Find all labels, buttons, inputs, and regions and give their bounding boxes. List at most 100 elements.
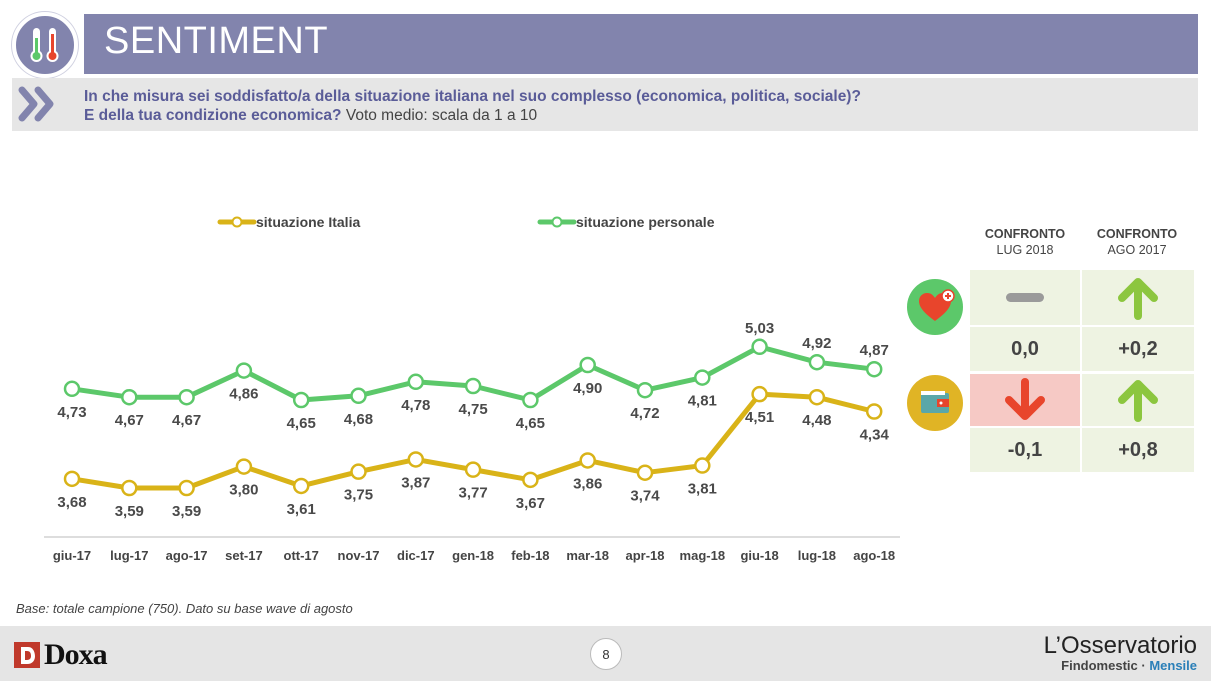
- data-label: 3,77: [458, 485, 487, 502]
- x-tick-label: mar-18: [566, 548, 609, 563]
- compare-lug-italy-value: -0,1: [970, 428, 1080, 472]
- data-label: 4,81: [688, 393, 717, 410]
- data-point: [464, 461, 482, 478]
- data-label: 3,81: [688, 481, 717, 498]
- compare-header-lug: CONFRONTO LUG 2018: [970, 226, 1080, 258]
- data-point: [694, 457, 711, 474]
- x-tick-label: nov-17: [338, 548, 380, 563]
- data-point: [407, 451, 425, 468]
- double-chevron-icon: [18, 84, 62, 129]
- page-number: 8: [590, 638, 622, 670]
- question-strip: [12, 78, 1198, 131]
- data-point: [350, 387, 367, 405]
- legend-label: situazione Italia: [256, 214, 360, 230]
- data-point: [636, 464, 654, 481]
- data-label: 4,86: [229, 386, 258, 403]
- osservatorio-title: L’Osservatorio: [1043, 632, 1197, 659]
- data-label: 3,59: [115, 503, 144, 520]
- compare-lug-personal-trend: [970, 270, 1080, 325]
- data-label: 3,80: [229, 482, 258, 499]
- data-point: [579, 356, 596, 374]
- data-label: 4,87: [860, 342, 889, 359]
- data-label: 4,73: [57, 404, 86, 421]
- data-label: 3,74: [630, 488, 660, 505]
- data-point: [235, 458, 253, 475]
- compare-ago-personal-trend: [1082, 270, 1194, 325]
- compare-header-lug-bold: CONFRONTO: [984, 227, 1066, 241]
- osservatorio-mensile: Mensile: [1149, 658, 1197, 673]
- data-label: 3,75: [344, 487, 373, 504]
- data-point: [522, 391, 539, 409]
- data-point: [808, 353, 826, 371]
- data-point: [751, 385, 768, 403]
- x-tick-label: gen-18: [452, 548, 494, 563]
- compare-ago-italy-value: +0,8: [1082, 428, 1194, 472]
- compare-ago-italy-trend: [1082, 374, 1194, 426]
- data-label: 3,68: [57, 494, 86, 511]
- data-label: 4,48: [802, 412, 831, 429]
- osservatorio-logo: L’Osservatorio Findomestic · Mensile: [1044, 632, 1197, 673]
- legend-label: situazione personale: [576, 214, 715, 230]
- compare-header-ago-bold: CONFRONTO: [1096, 227, 1178, 241]
- thermometer-icon: [12, 12, 78, 78]
- data-point: [464, 377, 482, 395]
- doxa-mark-icon: [14, 642, 40, 668]
- compare-lug-italy-trend: [970, 374, 1080, 426]
- base-note: Base: totale campione (750). Dato su bas…: [16, 601, 353, 616]
- data-point: [121, 388, 138, 406]
- x-tick-label: set-17: [225, 548, 263, 563]
- data-label: 3,86: [573, 475, 602, 492]
- legend-marker: [231, 216, 243, 228]
- data-label: 4,78: [401, 397, 430, 414]
- x-tick-label: ott-17: [284, 548, 319, 563]
- x-tick-label: mag-18: [680, 548, 726, 563]
- data-point: [579, 452, 596, 469]
- data-point: [808, 388, 826, 406]
- data-label: 3,67: [516, 495, 545, 512]
- data-point: [235, 362, 253, 379]
- heart-plus-icon: [907, 279, 963, 335]
- data-label: 5,03: [745, 320, 774, 337]
- data-label: 3,87: [401, 474, 430, 491]
- compare-header-ago: CONFRONTO AGO 2017: [1082, 226, 1192, 258]
- doxa-logo: Doxa: [14, 638, 108, 672]
- data-label: 4,51: [745, 409, 774, 426]
- data-label: 4,34: [860, 427, 890, 444]
- question-line-2: E della tua condizione economica? Voto m…: [84, 107, 537, 125]
- data-label: 4,68: [344, 411, 373, 428]
- sentiment-line-chart: giu-17 lug-17 ago-17 set-17 ott-17 nov-17 dic-…: [44, 214, 900, 563]
- osservatorio-brand: Findomestic: [1061, 658, 1138, 673]
- data-point: [865, 403, 883, 420]
- data-point: [178, 388, 195, 406]
- wallet-icon: [907, 375, 963, 431]
- data-point: [292, 391, 310, 409]
- x-tick-label: feb-18: [511, 548, 549, 563]
- data-point: [350, 463, 367, 480]
- question-line-2-bold: E della tua condizione economica?: [84, 107, 342, 124]
- data-point: [865, 360, 883, 378]
- data-point: [292, 477, 310, 495]
- osservatorio-separator: ·: [1137, 658, 1150, 673]
- data-point: [407, 373, 425, 391]
- x-tick-label: ago-17: [166, 548, 208, 563]
- data-point: [178, 479, 195, 497]
- data-label: 4,67: [172, 412, 201, 429]
- data-label: 4,65: [516, 415, 545, 432]
- data-label: 4,92: [802, 335, 831, 352]
- data-label: 3,61: [287, 501, 316, 518]
- data-label: 4,72: [630, 405, 659, 422]
- data-label: 4,75: [458, 401, 487, 418]
- osservatorio-subtitle: Findomestic · Mensile: [1044, 658, 1197, 673]
- data-point: [63, 380, 81, 398]
- data-label: 4,90: [573, 380, 602, 397]
- x-tick-label: dic-17: [397, 548, 435, 563]
- compare-header-ago-sub: AGO 2017: [1107, 243, 1167, 257]
- x-tick-label: giu-18: [740, 548, 778, 563]
- compare-ago-personal-value: +0,2: [1082, 327, 1194, 371]
- question-line-1: In che misura sei soddisfatto/a della si…: [84, 88, 861, 105]
- compare-header-lug-sub: LUG 2018: [996, 243, 1054, 257]
- data-label: 3,59: [172, 503, 201, 520]
- data-point: [63, 470, 81, 488]
- data-point: [121, 479, 138, 497]
- question-line-2-normal: Voto medio: scala da 1 a 10: [341, 107, 538, 124]
